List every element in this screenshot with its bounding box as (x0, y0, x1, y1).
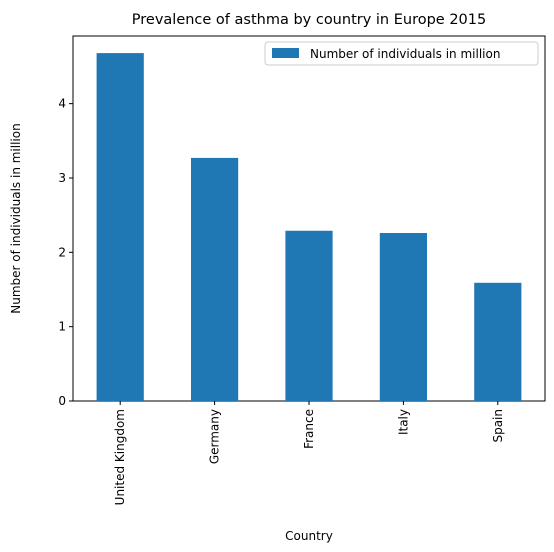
x-axis-label: Country (285, 529, 333, 543)
x-axis-ticks: United Kingdom Germany France Italy Spain (113, 401, 505, 505)
y-tick-label: 1 (58, 320, 66, 334)
y-tick-label: 4 (58, 97, 66, 111)
legend-label: Number of individuals in million (310, 47, 500, 61)
plot-area: 0 1 2 3 4 United Kingdom Germany France Italy Sp… (58, 35, 546, 505)
x-tick-label: France (302, 409, 316, 449)
bar-france (285, 230, 333, 401)
legend-swatch (272, 48, 299, 58)
x-tick-label: United Kingdom (113, 409, 127, 505)
bar-italy (379, 232, 427, 401)
legend: Number of individuals in million (264, 41, 539, 66)
x-tick-label: Germany (208, 409, 222, 464)
y-axis-ticks: 0 1 2 3 4 (58, 97, 73, 408)
y-tick-label: 3 (58, 171, 66, 185)
y-tick-label: 0 (58, 394, 66, 408)
x-tick-label: Italy (396, 409, 410, 435)
x-tick-label: Spain (491, 409, 505, 443)
bar-united-kingdom (96, 53, 144, 402)
chart-title: Prevalence of asthma by country in Europ… (132, 12, 486, 28)
y-tick-label: 2 (58, 245, 66, 259)
bar-spain (474, 282, 522, 401)
bars-group (96, 53, 522, 402)
legend-box (264, 41, 539, 66)
bar-germany (191, 157, 239, 401)
y-axis-label: Number of individuals in million (9, 123, 23, 313)
